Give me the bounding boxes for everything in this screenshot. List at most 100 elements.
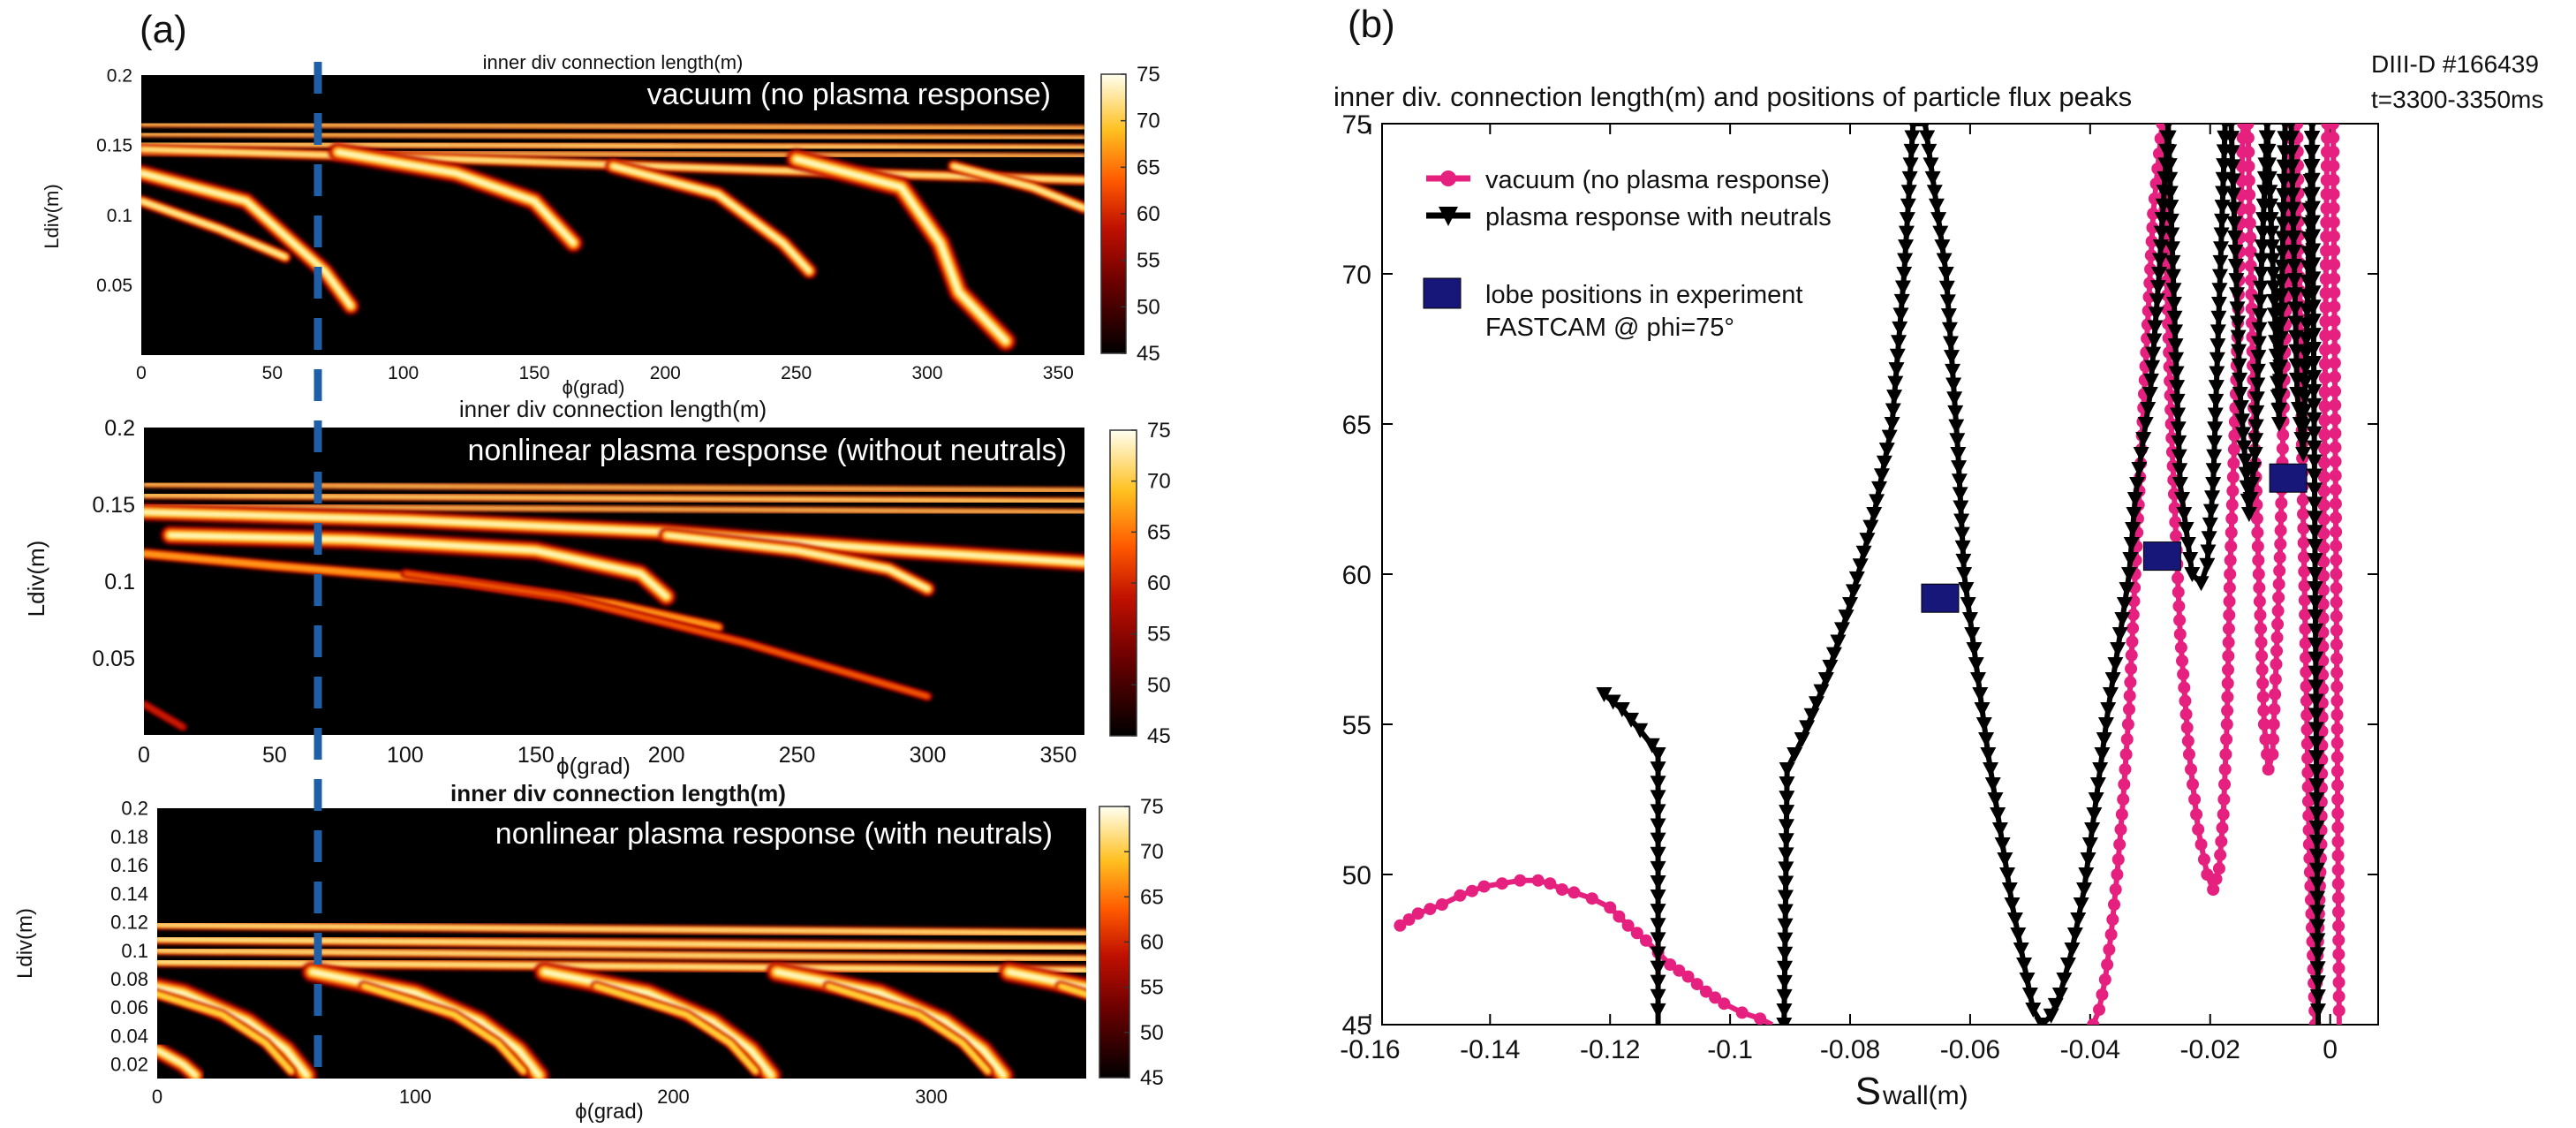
vacuum-point <box>2096 988 2109 1001</box>
neutrals-point <box>2210 338 2226 354</box>
neutrals-point <box>1945 363 1961 379</box>
neutrals-point <box>2259 130 2276 146</box>
neutrals-point <box>2204 490 2220 506</box>
vacuum-point <box>1544 877 1557 890</box>
neutrals-point <box>2202 517 2218 533</box>
neutrals-point <box>1932 225 1949 241</box>
vacuum-point <box>2125 662 2138 676</box>
neutrals-point <box>2305 229 2322 245</box>
neutrals-point <box>1953 513 1970 529</box>
a2-xtick-label: 150 <box>517 743 555 768</box>
neutrals-point <box>2308 679 2324 695</box>
neutrals-point <box>2295 418 2312 434</box>
neutrals-point <box>2006 912 2023 927</box>
neutrals-point <box>2309 933 2326 949</box>
b-xtick-label: -0.04 <box>2060 1035 2120 1064</box>
neutrals-point <box>1894 280 1911 296</box>
neutrals-point <box>1833 622 1850 638</box>
vacuum-point <box>1435 898 1448 911</box>
vacuum-point <box>2241 132 2255 145</box>
a2-xtick-label: 300 <box>910 743 947 768</box>
vacuum-point <box>2317 499 2330 511</box>
vacuum-point <box>2317 513 2330 526</box>
vacuum-point <box>2181 734 2195 747</box>
b-ytick-label: 45 <box>1342 1011 1371 1041</box>
neutrals-point <box>1901 170 1918 186</box>
b-xticks: -0.16 -0.14 -0.12 -0.1 -0.08 -0.06 -0.04 -0.02 0 <box>1340 124 2338 1064</box>
neutrals-point <box>2265 267 2282 282</box>
a1-ytick-label: 0.1 <box>107 206 132 226</box>
neutrals-point <box>1817 672 1834 687</box>
neutrals-point <box>2307 553 2323 569</box>
vacuum-point <box>2269 688 2282 700</box>
neutrals-point <box>2111 627 2128 642</box>
neutrals-point <box>1999 867 2016 882</box>
legend-neutrals-label: plasma response with neutrals <box>1485 203 1832 231</box>
a2-cb-tick-label: 75 <box>1147 419 1171 443</box>
vacuum-point <box>2180 721 2194 734</box>
neutrals-point <box>2171 449 2187 465</box>
a3-cb-tick-label: 60 <box>1140 931 1164 955</box>
neutrals-point <box>2248 405 2265 420</box>
neutrals-point <box>2228 287 2245 303</box>
neutrals-point <box>2230 329 2247 345</box>
a3-cb-tick-label: 45 <box>1140 1066 1164 1090</box>
a1-stripe <box>141 142 1084 149</box>
vacuum-point <box>2108 898 2121 911</box>
neutrals-point <box>2182 552 2199 567</box>
a3-ytick-label: 0.06 <box>110 996 148 1018</box>
neutrals-point <box>2004 897 2021 912</box>
neutrals-point <box>1900 185 1917 201</box>
vacuum-point <box>2255 663 2269 677</box>
neutrals-point <box>2096 732 2112 747</box>
neutrals-point <box>1936 253 1953 269</box>
neutrals-point <box>1862 519 1879 535</box>
vacuum-point <box>2146 221 2159 234</box>
vacuum-point <box>2299 608 2312 621</box>
vacuum-point <box>1621 919 1635 932</box>
neutrals-point <box>1777 946 1794 962</box>
neutrals-point <box>2275 231 2292 246</box>
neutrals-point <box>2249 377 2266 393</box>
vacuum-point <box>2316 584 2330 596</box>
a3-xtick-label: 300 <box>915 1086 948 1108</box>
vacuum-point <box>2243 202 2256 216</box>
vacuum-point <box>1681 970 1695 983</box>
vacuum-point <box>2318 400 2331 413</box>
neutrals-point <box>2149 280 2166 296</box>
vacuum-point <box>2297 536 2310 549</box>
neutrals-point <box>1650 932 1666 948</box>
vacuum-point <box>1604 901 1617 914</box>
vacuum-point <box>2220 733 2233 746</box>
neutrals-point <box>1902 157 1919 173</box>
neutrals-point <box>1776 974 1793 990</box>
neutrals-point <box>1968 657 1984 672</box>
vacuum-point <box>2242 146 2255 159</box>
neutrals-point <box>2272 330 2289 346</box>
neutrals-point <box>2174 492 2191 507</box>
neutrals-point <box>2161 158 2178 174</box>
vacuum-point <box>2331 821 2345 834</box>
neutrals-point <box>1650 890 1666 905</box>
neutrals-point <box>1972 687 1989 702</box>
vacuum-point <box>2319 344 2332 356</box>
vacuum-point <box>2254 622 2267 635</box>
a3-yticks: 0.02 0.04 0.06 0.08 0.1 0.12 0.14 0.16 0.18 0.2 <box>110 798 148 1076</box>
neutrals-point <box>2104 672 2121 687</box>
vacuum-point <box>2327 131 2340 144</box>
neutrals-point <box>1948 419 1965 435</box>
neutrals-point <box>2286 124 2296 132</box>
neutrals-point <box>1873 468 1890 484</box>
b-legend: vacuum (no plasma response) plasma respo… <box>1423 166 1832 342</box>
neutrals-point <box>1903 143 1920 159</box>
neutrals-point <box>2126 507 2142 522</box>
neutrals-point <box>2308 651 2324 667</box>
a3-stripe <box>157 986 309 1078</box>
neutrals-point <box>1855 545 1872 561</box>
neutrals-point <box>1997 852 2013 867</box>
a1-stripe <box>141 200 287 259</box>
a2-stripe <box>144 494 1084 503</box>
neutrals-point <box>2262 185 2278 201</box>
neutrals-point <box>2147 320 2164 336</box>
neutrals-point <box>1954 540 1971 556</box>
